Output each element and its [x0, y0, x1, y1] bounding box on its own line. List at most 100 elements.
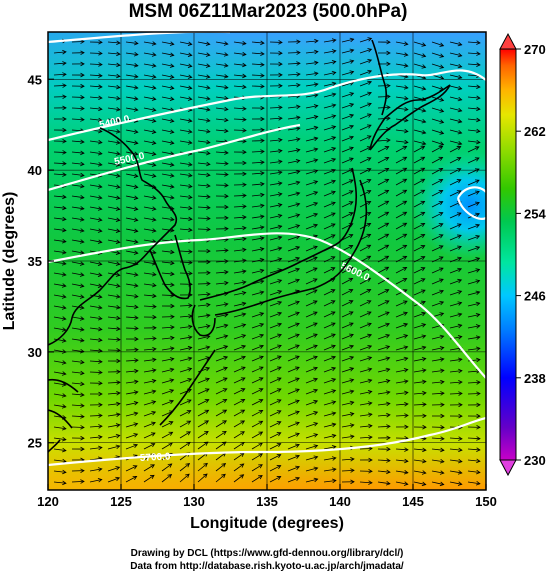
wind-arrow [305, 434, 318, 439]
wind-arrow-head [278, 159, 283, 165]
wind-arrow [215, 260, 228, 263]
wind-arrow-head [97, 151, 103, 156]
wind-arrow-head [420, 178, 426, 183]
wind-arrow [467, 146, 480, 153]
wind-arrow-head [241, 334, 247, 339]
wind-arrow-head [403, 322, 409, 328]
wind-arrow [107, 294, 120, 298]
wind-arrow [125, 433, 138, 439]
wind-arrow [197, 399, 209, 406]
wind-arrow [143, 250, 156, 254]
wind-arrow-head [384, 178, 390, 183]
wind-arrow-head [116, 40, 121, 45]
wind-arrow [71, 107, 85, 109]
wind-arrow-head [367, 367, 373, 372]
wind-arrow-head [260, 84, 265, 89]
wind-arrow [251, 74, 265, 77]
wind-arrow [395, 403, 408, 406]
wind-arrow-head [331, 190, 336, 195]
wind-arrow [89, 195, 102, 199]
wind-arrow [323, 61, 336, 65]
wind-arrow-head [278, 50, 283, 56]
wind-arrow-head [420, 200, 426, 205]
wind-arrow [233, 216, 246, 219]
wind-arrow [341, 424, 354, 428]
wind-arrow-head [384, 200, 390, 205]
wind-arrow-head [223, 74, 229, 79]
wind-arrow [107, 316, 120, 319]
wind-arrow-head [151, 41, 157, 46]
wind-arrow-head [420, 222, 426, 227]
wind-arrow [179, 96, 192, 100]
wind-arrow-head [133, 96, 139, 101]
wind-arrow [449, 212, 462, 219]
wind-arrow [341, 334, 354, 340]
wind-arrow [233, 270, 246, 274]
wind-arrow-head [151, 228, 157, 233]
wind-arrow [161, 52, 174, 56]
wind-arrow-head [420, 278, 426, 283]
wind-arrow [215, 41, 228, 45]
wind-arrow-head [422, 402, 427, 407]
wind-arrow-head [205, 41, 211, 46]
wind-arrow-head [221, 463, 227, 468]
wind-arrow-head [80, 479, 85, 484]
wind-arrow-head [366, 277, 372, 282]
wind-arrow-head [422, 390, 427, 396]
wind-arrow-head [330, 322, 336, 327]
wind-arrow [323, 39, 336, 43]
wind-arrow-head [260, 116, 265, 122]
wind-arrow-head [349, 157, 354, 162]
wind-arrow-head [313, 444, 319, 449]
wind-arrow-head [224, 95, 229, 101]
wind-arrow-head [295, 148, 301, 153]
wind-arrow-head [206, 259, 211, 265]
wind-arrow-head [384, 189, 390, 194]
wind-arrow-head [169, 389, 175, 394]
wind-arrow-head [457, 85, 463, 91]
wind-arrow-head [313, 104, 319, 109]
wind-arrow-head [98, 326, 103, 332]
figure-title: MSM 06Z11Mar2023 (500.0hPa) [129, 1, 408, 22]
wind-arrow [413, 63, 426, 68]
wind-arrow-head [349, 135, 354, 140]
wind-arrow-head [366, 289, 372, 294]
wind-arrow [215, 463, 226, 472]
coastline-hokkaido [369, 84, 451, 151]
wind-arrow-head [258, 366, 264, 371]
wind-arrow [125, 423, 138, 428]
wind-arrow-head [133, 184, 139, 189]
wind-arrow-head [224, 215, 229, 221]
wind-arrow [197, 463, 208, 472]
wind-arrow [107, 129, 120, 133]
wind-arrow-head [457, 41, 463, 47]
wind-arrow-head [385, 390, 391, 395]
x-tick-label: 140 [329, 494, 351, 509]
wind-arrow-head [224, 259, 229, 264]
wind-arrow-head [223, 366, 228, 371]
wind-arrow-head [366, 244, 372, 249]
wind-arrow-head [295, 180, 301, 186]
wind-arrow [143, 261, 156, 265]
wind-arrow-head [438, 156, 444, 161]
wind-arrow [269, 247, 282, 252]
wind-arrow [215, 388, 227, 395]
wind-arrow-head [368, 480, 373, 485]
wind-arrow [71, 151, 84, 154]
wind-arrow [179, 389, 192, 395]
wind-arrow [53, 62, 66, 65]
wind-arrow-head [348, 234, 354, 239]
wind-arrow [287, 225, 300, 230]
wind-arrow-head [458, 380, 463, 385]
wind-arrow-head [420, 167, 426, 172]
wind-arrow-head [402, 189, 408, 194]
wind-arrow [305, 94, 318, 98]
wind-arrow-head [439, 470, 445, 475]
wind-arrow-head [79, 294, 85, 299]
wind-arrow-head [438, 256, 444, 261]
wind-arrow [359, 157, 372, 164]
wind-arrow-head [296, 72, 301, 77]
wind-arrow [71, 250, 84, 254]
wind-arrow [179, 357, 192, 362]
wind-arrow [161, 63, 174, 67]
